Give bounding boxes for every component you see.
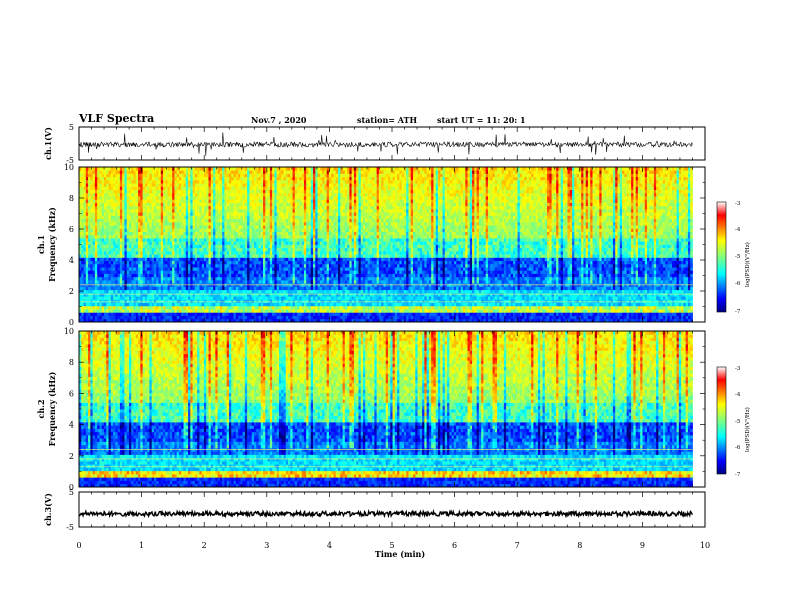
cb2-tick-4: -6 xyxy=(735,445,741,451)
cb1-label: log(PSD)(V²/Hz) xyxy=(744,242,751,287)
xtick-label: 10 xyxy=(700,541,710,550)
cb1-tick-2: -4 xyxy=(735,227,741,233)
ch1-colorbar: -3 -4 -5 -6 -7 log(PSD)(V²/Hz) xyxy=(717,201,751,315)
ch1-voltage-panel: 5-5ch.1(V) xyxy=(43,123,705,165)
ytick-label: 4 xyxy=(69,256,74,265)
ytick-label: 6 xyxy=(69,225,74,234)
ytick-label: 0 xyxy=(69,318,74,327)
xtick-label: 9 xyxy=(640,541,645,550)
ytick-label: -5 xyxy=(66,523,74,532)
cb2-tick-max: -3 xyxy=(735,366,741,372)
ch2-colorbar: -3 -4 -5 -6 -7 log(PSD)(V²/Hz) xyxy=(717,366,751,478)
cb2-label: log(PSD)(V²/Hz) xyxy=(744,407,751,452)
y-axis-label: Frequency (kHz) xyxy=(47,371,57,446)
ytick-label: 2 xyxy=(69,287,74,296)
ytick-label: 4 xyxy=(69,421,74,430)
cb2-tick-3: -5 xyxy=(735,419,741,425)
y-axis-label: ch.2 xyxy=(36,399,46,418)
xtick-label: 3 xyxy=(264,541,269,550)
xtick-label: 6 xyxy=(452,541,457,550)
xtick-label: 4 xyxy=(327,541,332,550)
x-axis-label: Time (min) xyxy=(375,549,425,559)
ytick-label: 2 xyxy=(69,452,74,461)
y-axis-label: ch.1(V) xyxy=(43,127,53,160)
y-axis-label: ch.1 xyxy=(36,235,46,254)
ytick-label: 8 xyxy=(69,358,74,367)
ytick-label: 10 xyxy=(64,327,74,336)
ytick-label: 8 xyxy=(69,194,74,203)
cb1-tick-4: -6 xyxy=(735,281,741,287)
xtick-label: 1 xyxy=(139,541,144,550)
xtick-label: 7 xyxy=(515,541,520,550)
xtick-label: 2 xyxy=(202,541,207,550)
ch1-spectrogram-panel: 0 2 4 6 8 10 ch.1 Frequency (kHz) xyxy=(36,163,705,327)
cb2-tick-2: -4 xyxy=(735,392,741,398)
y-axis-label: Frequency (kHz) xyxy=(47,207,57,282)
cb1-tick-3: -5 xyxy=(735,254,741,260)
xtick-label: 0 xyxy=(76,541,81,550)
ytick-label: 5 xyxy=(69,488,74,497)
ytick-label: 5 xyxy=(69,123,74,132)
ytick-label: 10 xyxy=(64,163,74,172)
xtick-label: 8 xyxy=(577,541,582,550)
cb1-tick-min: -7 xyxy=(735,309,741,315)
ytick-label: 6 xyxy=(69,389,74,398)
ch3-voltage-panel: 5 -5 ch.3(V) xyxy=(43,488,705,532)
cb1-tick-max: -3 xyxy=(735,201,741,207)
cb2-tick-min: -7 xyxy=(735,472,741,478)
y-axis-label: ch.3(V) xyxy=(43,493,53,526)
